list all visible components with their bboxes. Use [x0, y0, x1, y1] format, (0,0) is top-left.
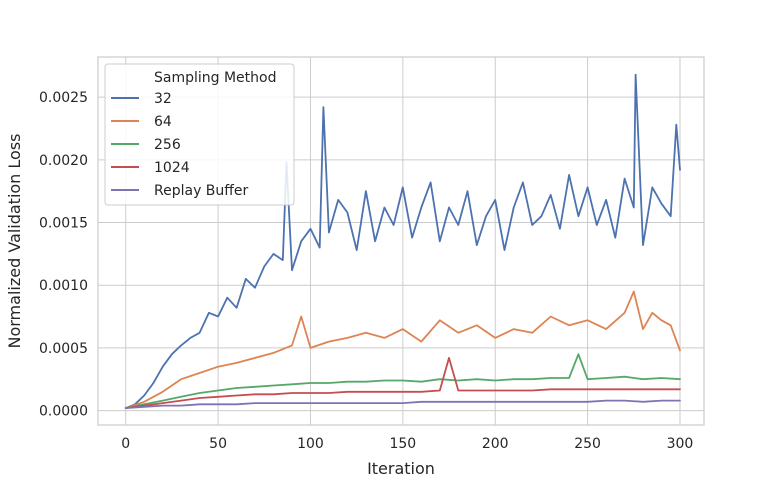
y-axis-ticks: 0.0000 0.0005 0.0010 0.0015 0.0020 0.0025	[39, 90, 88, 419]
series-layer	[124, 73, 681, 410]
series-line-0	[124, 73, 681, 410]
legend-label-4: Replay Buffer	[154, 183, 249, 199]
legend-label-2: 256	[154, 137, 181, 153]
series-line-2	[124, 353, 681, 410]
series-line-4	[124, 399, 681, 410]
legend-label-0: 32	[154, 91, 172, 107]
x-axis-label: Iteration	[367, 459, 435, 478]
x-tick-label: 200	[482, 436, 509, 452]
y-tick-label: 0.0005	[39, 341, 88, 357]
legend-items: 32 64 256 1024 Replay Buffer	[111, 91, 249, 199]
legend-label-1: 64	[154, 114, 172, 130]
legend-title: Sampling Method	[154, 70, 277, 86]
y-tick-label: 0.0025	[39, 90, 88, 106]
plot-frame	[97, 56, 705, 426]
legend: Sampling Method 32 64 256 1024 Replay Buffer	[104, 63, 295, 206]
y-tick-label: 0.0020	[39, 153, 88, 169]
x-tick-label: 250	[574, 436, 601, 452]
y-tick-label: 0.0010	[39, 278, 88, 294]
y-tick-label: 0.0015	[39, 216, 88, 232]
legend-box	[104, 63, 295, 206]
x-tick-label: 0	[121, 436, 130, 452]
x-tick-label: 50	[209, 436, 227, 452]
series-line-3	[124, 356, 681, 410]
x-tick-label: 100	[297, 436, 324, 452]
x-tick-label: 150	[389, 436, 416, 452]
series-line-1	[124, 290, 681, 410]
legend-label-3: 1024	[154, 160, 190, 176]
x-tick-label: 300	[667, 436, 694, 452]
x-axis-ticks: 0 50 100 150 200 250 300	[121, 436, 693, 452]
y-tick-label: 0.0000	[39, 404, 88, 420]
y-axis-label: Normalized Validation Loss	[5, 133, 24, 348]
grid-lines	[98, 57, 704, 425]
